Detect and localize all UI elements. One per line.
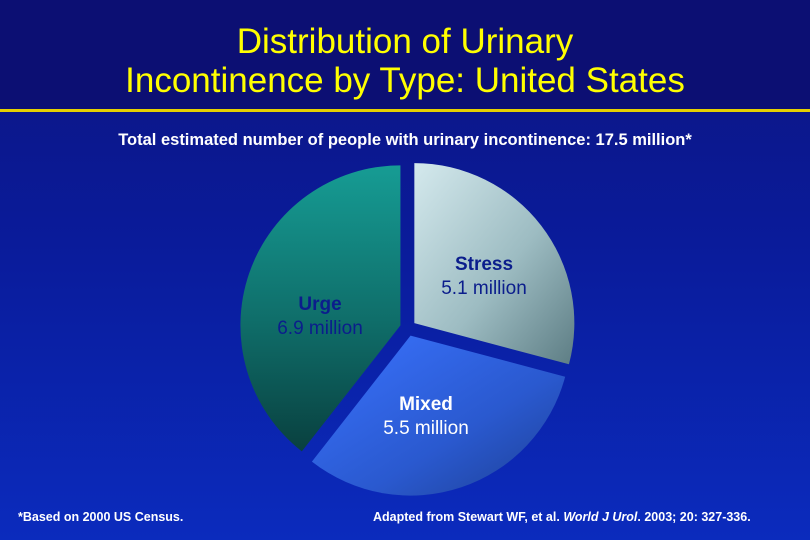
pie-slice-stress: [414, 163, 575, 365]
header-band: [0, 0, 810, 112]
source-citation-journal: World J Urol: [563, 510, 638, 524]
source-citation-prefix: Adapted from Stewart WF, et al.: [373, 510, 564, 524]
slide-title-line-1: Distribution of Urinary: [236, 22, 574, 61]
census-footnote: *Based on 2000 US Census.: [18, 510, 184, 524]
slice-label-stress: Stress: [455, 254, 513, 275]
slice-value-urge: 6.9 million: [277, 318, 363, 339]
pie-slice-mixed: [311, 335, 566, 496]
slide-title: Distribution of Urinary Incontinence by …: [0, 22, 810, 100]
title-divider: [0, 109, 810, 112]
slice-value-stress: 5.1 million: [441, 278, 527, 299]
source-citation: Adapted from Stewart WF, et al. World J …: [373, 510, 751, 524]
slice-label-urge: Urge: [298, 294, 341, 315]
slice-value-mixed: 5.5 million: [383, 418, 469, 439]
slice-label-mixed: Mixed: [399, 394, 453, 415]
pie-labels: Stress 5.1 million Mixed 5.5 million Urge 6.9…: [277, 254, 527, 439]
pie-slices: [240, 163, 575, 496]
pie-slice-urge: [240, 165, 401, 452]
slide-title-line-2: Incontinence by Type: United States: [125, 61, 685, 100]
chart-subtitle: Total estimated number of people with ur…: [118, 131, 692, 149]
source-citation-suffix: . 2003; 20: 327-336.: [637, 510, 751, 524]
